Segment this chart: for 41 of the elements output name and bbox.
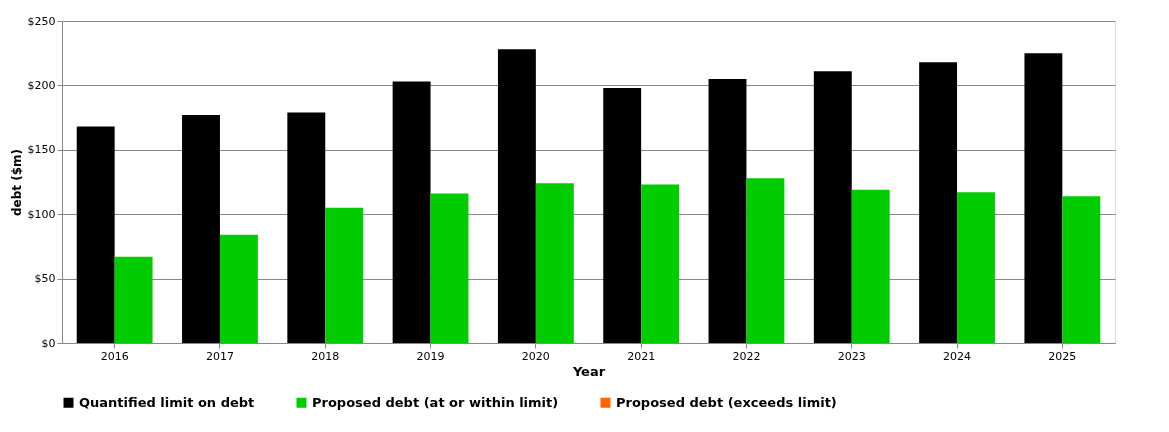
y-tick-label: $200 (27, 78, 56, 92)
bar (430, 193, 469, 343)
legend-label: Quantified limit on debt (79, 394, 255, 410)
bar (325, 207, 364, 343)
bar (497, 49, 536, 343)
x-tick-label: 2022 (732, 349, 761, 363)
bar (219, 234, 258, 343)
y-axis-title: debt ($m) (9, 148, 24, 217)
y-tick-label: $150 (27, 143, 56, 157)
bar (114, 256, 153, 343)
bar (957, 192, 995, 343)
bar (1062, 196, 1101, 343)
bar (641, 184, 680, 343)
bar (708, 78, 747, 343)
y-tick-label: $250 (27, 14, 56, 28)
x-tick-label: 2021 (627, 349, 656, 363)
bar (182, 115, 220, 343)
bar (392, 81, 431, 343)
x-tick-label: 2016 (100, 349, 129, 363)
x-tick-label: 2024 (943, 349, 972, 363)
bar (76, 126, 115, 343)
x-tick-label: 2018 (311, 349, 340, 363)
legend-label: Proposed debt (exceeds limit) (616, 394, 837, 410)
x-tick-label: 2017 (205, 349, 234, 363)
x-axis-title: Year (571, 363, 606, 379)
y-tick-label: $50 (34, 272, 56, 286)
bar (603, 87, 642, 343)
x-tick-label: 2023 (837, 349, 866, 363)
bar (813, 71, 852, 343)
y-tick-label: $0 (41, 336, 56, 350)
bar (535, 183, 574, 343)
x-tick-label: 2025 (1048, 349, 1077, 363)
bar (851, 189, 890, 343)
x-tick-label: 2020 (521, 349, 550, 363)
y-tick-label: $100 (27, 207, 56, 221)
bar (1024, 53, 1063, 343)
bar (746, 178, 785, 343)
bar (287, 112, 326, 343)
legend-label: Proposed debt (at or within limit) (312, 394, 559, 410)
x-tick-label: 2019 (416, 349, 445, 363)
bar (919, 62, 958, 343)
